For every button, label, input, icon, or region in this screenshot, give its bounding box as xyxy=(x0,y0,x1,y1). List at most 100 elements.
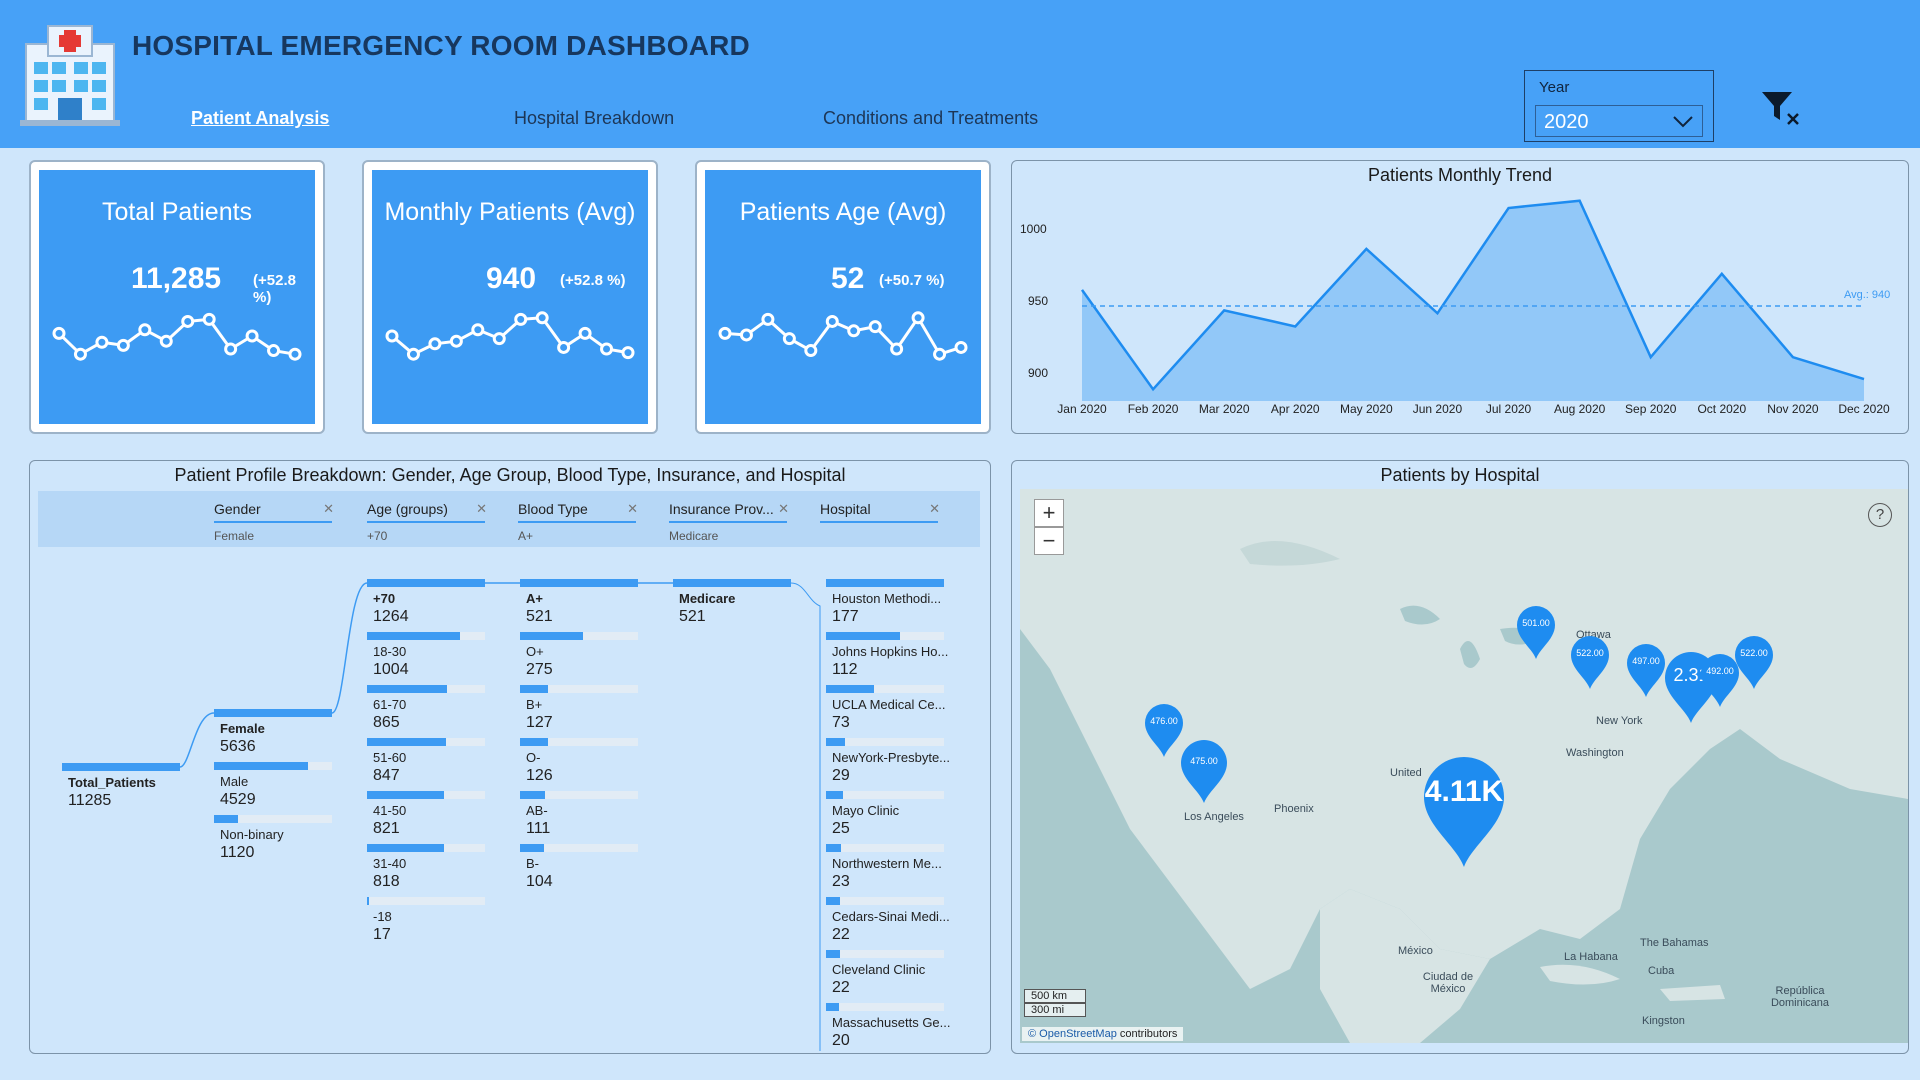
decomp-column-blood-type[interactable]: Blood Type ✕ A+ xyxy=(518,501,638,543)
clear-filter-icon[interactable] xyxy=(1760,88,1802,128)
place-label: Ciudad de México xyxy=(1422,971,1474,995)
node-bar xyxy=(367,844,444,852)
map-pin[interactable]: 492.00 xyxy=(1700,653,1740,707)
decomp-column-hospital[interactable]: Hospital ✕ xyxy=(820,501,940,529)
scale-mi: 300 mi xyxy=(1024,1003,1086,1017)
x-tick-label: Mar 2020 xyxy=(1199,402,1250,416)
node-track xyxy=(826,844,944,852)
node-track xyxy=(367,738,485,746)
node-track xyxy=(826,632,944,640)
close-icon[interactable]: ✕ xyxy=(323,501,334,516)
close-icon[interactable]: ✕ xyxy=(929,501,940,516)
node-bar xyxy=(214,815,238,823)
node-track xyxy=(826,685,944,693)
kpi-value: 940 xyxy=(486,262,537,295)
x-tick-label: Jan 2020 xyxy=(1057,402,1107,416)
map-pin[interactable]: 501.00 xyxy=(1516,605,1556,659)
sparkline-point xyxy=(181,314,195,328)
node-track xyxy=(214,709,332,717)
node-bar xyxy=(214,709,332,717)
node-track xyxy=(367,844,485,852)
sparkline-point xyxy=(890,342,904,356)
map-pin[interactable]: 522.00 xyxy=(1570,635,1610,689)
column-label: Gender xyxy=(214,501,261,517)
node-value: 275 xyxy=(526,661,553,678)
node-value: 22 xyxy=(832,926,850,943)
openstreetmap-link[interactable]: © OpenStreetMap xyxy=(1028,1028,1117,1040)
pin-label: 2.31 xyxy=(1673,665,1709,685)
node-bar xyxy=(367,738,447,746)
sparkline-path xyxy=(391,316,629,356)
decomp-column-gender[interactable]: Gender ✕ Female xyxy=(214,501,334,543)
node-label: Female xyxy=(220,721,265,736)
sparkline-point xyxy=(557,340,571,354)
node-track xyxy=(214,815,332,823)
node-track xyxy=(520,632,638,640)
node-label: NewYork-Presbyte... xyxy=(832,750,951,765)
trend-chart[interactable]: 1000 950 900 Avg.: 940 Jan 2020 Feb 2020 M… xyxy=(1012,161,1910,435)
map-pin[interactable]: 476.00 xyxy=(1144,703,1184,757)
kpi-title: Patients Age (Avg) xyxy=(739,198,947,226)
tab-conditions-treatments[interactable]: Conditions and Treatments xyxy=(823,108,1039,128)
map-pin[interactable]: 497.00 xyxy=(1626,643,1666,697)
map-title: Patients by Hospital xyxy=(1380,465,1540,485)
year-value: 2020 xyxy=(1544,111,1589,133)
sparkline-point xyxy=(95,335,109,349)
header-bar: HOSPITAL EMERGENCY ROOM DASHBOARD Patien… xyxy=(0,0,1920,148)
kpi-delta: (+50.7 %) xyxy=(879,272,945,289)
sparkline-point xyxy=(428,337,442,351)
node-track xyxy=(826,579,944,587)
node-value: 25 xyxy=(832,820,850,837)
year-slicer: Year 2020 xyxy=(1524,70,1714,142)
sparkline-point xyxy=(116,338,130,352)
place-label: Cuba xyxy=(1648,965,1675,977)
map-pin[interactable]: 4.11K xyxy=(1422,755,1506,867)
node-label: UCLA Medical Ce... xyxy=(832,697,946,712)
node-label: Mayo Clinic xyxy=(832,803,900,818)
node-bar xyxy=(826,950,841,958)
sparkline-point xyxy=(600,342,614,356)
node-label: Total_Patients xyxy=(68,775,156,790)
zoom-in-button[interactable]: + xyxy=(1034,499,1064,527)
decomp-column-insurance[interactable]: Insurance Prov... ✕ Medicare xyxy=(669,501,789,543)
node-bar xyxy=(367,579,485,587)
node-value: 112 xyxy=(832,661,858,678)
map-scale: 500 km 300 mi xyxy=(1024,989,1086,1017)
map-pin[interactable]: 475.00 xyxy=(1180,739,1228,803)
year-dropdown[interactable]: 2020 xyxy=(1535,105,1703,137)
node-label: B+ xyxy=(526,697,543,712)
zoom-out-button[interactable]: − xyxy=(1034,527,1064,555)
close-icon[interactable]: ✕ xyxy=(778,501,789,516)
decomp-column-age[interactable]: Age (groups) ✕ +70 xyxy=(367,501,487,543)
column-selection: Medicare xyxy=(669,529,719,543)
tab-patient-analysis[interactable]: Patient Analysis xyxy=(191,108,330,128)
close-icon[interactable]: ✕ xyxy=(476,501,487,516)
place-label: Los Angeles xyxy=(1184,811,1244,823)
hospital-map[interactable]: + − ? Ottawa New York Washington United … xyxy=(1020,489,1908,1043)
node-label: Cedars-Sinai Medi... xyxy=(832,909,950,924)
node-bar xyxy=(520,632,583,640)
node-label: Non-binary xyxy=(220,827,284,842)
tab-hospital-breakdown[interactable]: Hospital Breakdown xyxy=(514,108,675,128)
sparkline-point xyxy=(954,340,968,354)
kpi-card-total-patients: Total Patients 11,285 (+52.8 %) xyxy=(29,160,325,434)
node-label: O- xyxy=(526,750,541,765)
node-value: 29 xyxy=(832,767,850,784)
sparkline-point xyxy=(621,346,635,360)
map-pin[interactable]: 522.00 xyxy=(1734,635,1774,689)
node-value: 17 xyxy=(373,926,391,943)
sparkline-point xyxy=(406,347,420,361)
node-value: 818 xyxy=(373,873,400,890)
node-value: 5636 xyxy=(220,738,256,755)
decomposition-tree-panel: Patient Profile Breakdown: Gender, Age G… xyxy=(29,460,991,1054)
attribution-text: contributors xyxy=(1116,1028,1178,1040)
map-attribution: © OpenStreetMap contributors xyxy=(1022,1027,1184,1041)
close-icon[interactable]: ✕ xyxy=(627,501,638,516)
sparkline-point xyxy=(159,334,173,348)
help-icon[interactable]: ? xyxy=(1868,503,1892,527)
node-label: Houston Methodi... xyxy=(832,591,942,606)
node-bar xyxy=(62,763,180,771)
node-label: 41-50 xyxy=(373,803,407,818)
kpi-card-monthly-patients: Monthly Patients (Avg) 940 (+52.8 %) xyxy=(362,160,658,434)
pin-label: 497.00 xyxy=(1632,656,1660,666)
